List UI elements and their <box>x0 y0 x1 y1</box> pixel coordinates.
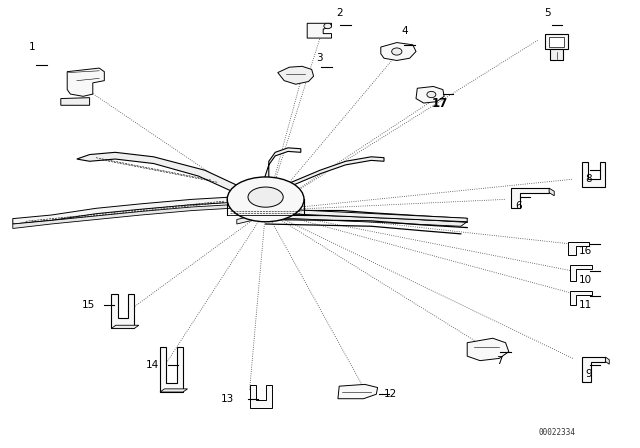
Polygon shape <box>13 205 230 228</box>
Text: 17: 17 <box>432 96 448 110</box>
Polygon shape <box>570 265 592 281</box>
Text: 15: 15 <box>81 300 95 310</box>
Polygon shape <box>250 385 272 408</box>
Polygon shape <box>266 208 467 222</box>
Text: 12: 12 <box>383 389 397 399</box>
Text: 7: 7 <box>496 356 502 366</box>
Text: 9: 9 <box>586 369 592 379</box>
Text: 00022334: 00022334 <box>538 428 575 437</box>
Polygon shape <box>111 294 134 328</box>
Polygon shape <box>416 86 444 103</box>
Text: 4: 4 <box>402 26 408 36</box>
Text: 1: 1 <box>29 42 35 52</box>
Polygon shape <box>550 49 563 60</box>
Polygon shape <box>467 338 509 361</box>
Polygon shape <box>549 188 554 196</box>
Text: 11: 11 <box>579 300 592 310</box>
Polygon shape <box>605 357 609 364</box>
Polygon shape <box>256 148 301 190</box>
Polygon shape <box>61 98 90 105</box>
Polygon shape <box>511 188 549 208</box>
Text: 16: 16 <box>579 246 592 256</box>
Ellipse shape <box>248 187 283 207</box>
Polygon shape <box>582 357 605 382</box>
Polygon shape <box>338 384 378 399</box>
Polygon shape <box>237 213 467 226</box>
Circle shape <box>324 23 332 29</box>
Text: 10: 10 <box>579 275 592 285</box>
Polygon shape <box>570 291 592 305</box>
Text: 3: 3 <box>317 53 323 63</box>
Polygon shape <box>568 242 589 255</box>
Text: 8: 8 <box>586 174 592 184</box>
Polygon shape <box>160 389 188 392</box>
Circle shape <box>427 91 436 98</box>
Polygon shape <box>278 66 314 84</box>
Polygon shape <box>13 197 230 224</box>
Text: 5: 5 <box>544 9 550 18</box>
Polygon shape <box>275 157 384 194</box>
Circle shape <box>392 48 402 55</box>
Polygon shape <box>111 325 139 328</box>
Polygon shape <box>549 37 564 47</box>
Text: 13: 13 <box>220 394 234 404</box>
Polygon shape <box>77 152 243 197</box>
Ellipse shape <box>227 177 304 222</box>
Polygon shape <box>160 347 183 392</box>
Polygon shape <box>381 43 416 60</box>
Text: 2: 2 <box>336 9 342 18</box>
Text: 6: 6 <box>515 201 522 211</box>
Polygon shape <box>545 34 568 49</box>
Polygon shape <box>67 68 104 96</box>
Text: 14: 14 <box>145 360 159 370</box>
Polygon shape <box>582 162 605 187</box>
Polygon shape <box>307 23 332 38</box>
